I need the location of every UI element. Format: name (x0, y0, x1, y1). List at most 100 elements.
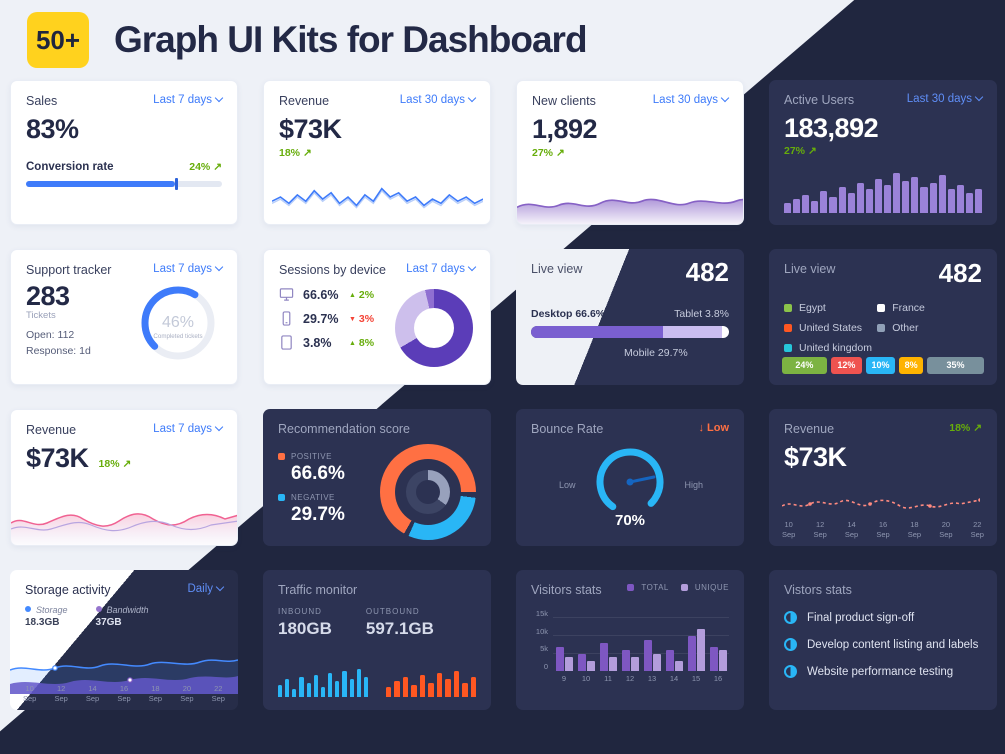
card-title: Support tracker (26, 263, 112, 277)
legend-swatch (784, 344, 792, 352)
chevron-down-icon (467, 93, 477, 103)
count-badge: 50+ (27, 12, 89, 68)
conversion-label: Conversion rate (26, 161, 114, 173)
live-count: 482 (938, 258, 982, 288)
bar (436, 673, 443, 697)
trend-up-icon: ↗ (213, 161, 222, 173)
unique-bar (652, 653, 661, 671)
chevron-down-icon (214, 422, 224, 432)
card-title: Bounce Rate (531, 422, 604, 436)
bar (793, 199, 801, 213)
unique-bar (696, 629, 705, 671)
tickets-label: Tickets (26, 310, 56, 321)
bar (865, 189, 873, 213)
clients-area-chart (517, 198, 743, 224)
mobile-share-label: Mobile 29.7% (624, 347, 688, 359)
bar (820, 191, 828, 213)
total-bar (643, 639, 652, 671)
legend-item: TOTAL (627, 583, 669, 592)
period-dropdown[interactable]: Last 7 days (153, 262, 224, 275)
y-axis-labels: 15k 10k 5k 0 (531, 609, 553, 671)
card-title: Recommendation score (278, 422, 411, 436)
clients-value: 1,892 (532, 114, 598, 144)
bar (278, 685, 283, 697)
bar (838, 187, 846, 213)
unique-bar (674, 660, 683, 671)
bar (847, 193, 855, 213)
x-label: 16 Sep (117, 683, 131, 703)
bar (811, 201, 819, 213)
bar (402, 677, 409, 697)
trend-up-icon: ↗ (807, 145, 817, 157)
total-bar (709, 646, 718, 671)
task-item[interactable]: Website performance testing (784, 665, 982, 678)
gauge-label: Completed tickets (153, 333, 202, 340)
card-title: New clients (532, 94, 596, 108)
card-title: Revenue (279, 94, 330, 108)
task-item[interactable]: Develop content listing and labels (784, 638, 982, 651)
trend-up-icon: ↗ (122, 458, 132, 470)
task-list: Final product sign-off Develop content li… (784, 611, 982, 678)
country-share-chips: 24% 12% 10% 8% 35% (782, 357, 984, 374)
bar (394, 681, 400, 697)
unique-bar (586, 660, 595, 671)
period-dropdown[interactable]: Last 7 days (153, 93, 224, 106)
device-share-bar (531, 326, 729, 338)
bar (884, 185, 892, 213)
period-dropdown[interactable]: Last 7 days (153, 422, 224, 435)
dashboard-grid: Sales Last 7 days 83% Conversion rate 24… (10, 80, 997, 710)
period-dropdown[interactable]: Last 30 days (907, 92, 984, 105)
bar (411, 685, 417, 697)
chevron-down-icon (467, 262, 477, 272)
card-sales: Sales Last 7 days 83% Conversion rate 24… (10, 80, 238, 225)
x-axis-labels: 10 Sep 12 Sep 14 Sep 16 Sep 18 Sep 20 Sep 22 Sep (23, 684, 225, 704)
task-item[interactable]: Final product sign-off (784, 611, 982, 624)
revenue-value: $73K (26, 443, 89, 473)
country-share-chip: 24% (782, 357, 827, 374)
axis-label: 10k (535, 626, 548, 636)
bar (462, 683, 468, 697)
card-title: Visitors stats (531, 583, 602, 597)
bandwidth-series-legend: Bandwidth 37GB (95, 605, 149, 628)
bar (938, 175, 946, 213)
x-label: 20 Sep (939, 519, 953, 539)
bar (874, 179, 883, 213)
bounce-value: 70% (614, 512, 646, 529)
total-bar (555, 646, 564, 671)
card-title: Sessions by device (279, 263, 387, 277)
arrow-down-icon: ↓ (698, 422, 704, 434)
bar (470, 677, 476, 697)
bar (328, 673, 333, 697)
axis-label: 0 (543, 661, 548, 671)
bar (285, 679, 290, 697)
chevron-down-icon (720, 93, 730, 103)
chevron-down-icon (215, 582, 225, 592)
card-support-tracker: Support tracker Last 7 days 283 Tickets … (10, 249, 238, 385)
card-new-clients: New clients Last 30 days 1,892 27% ↗ (516, 80, 744, 225)
desktop-share-label: Desktop 66.6% (531, 308, 606, 320)
gauge-low-label: Low (559, 480, 576, 490)
x-label: 10 Sep (782, 519, 796, 539)
storage-series-legend: Storage 18.3GB (25, 605, 68, 628)
total-bar (687, 636, 696, 671)
period-dropdown[interactable]: Daily (187, 582, 225, 595)
chevron-down-icon (214, 262, 224, 272)
period-dropdown[interactable]: Last 7 days (406, 262, 477, 275)
axis-label: 9 (561, 674, 567, 683)
bar (428, 683, 434, 697)
positive-label-row: POSITIVE (278, 452, 345, 461)
bar-group (707, 646, 729, 671)
period-dropdown[interactable]: Last 30 days (400, 93, 477, 106)
bar-group (685, 629, 707, 671)
session-value: 66.6% (303, 287, 339, 302)
total-bar (577, 653, 586, 671)
visitors-legend: TOTAL UNIQUE (627, 583, 729, 592)
unique-bar (718, 650, 727, 671)
x-axis-labels: 9 10 11 12 13 14 15 16 (553, 671, 729, 683)
axis-label: 11 (604, 674, 612, 683)
bar (920, 187, 928, 213)
revenue-change: 18% ↗ (98, 458, 132, 470)
axis-label: 13 (647, 674, 657, 683)
bar-segment (662, 326, 722, 338)
period-dropdown[interactable]: Last 30 days (653, 93, 730, 106)
